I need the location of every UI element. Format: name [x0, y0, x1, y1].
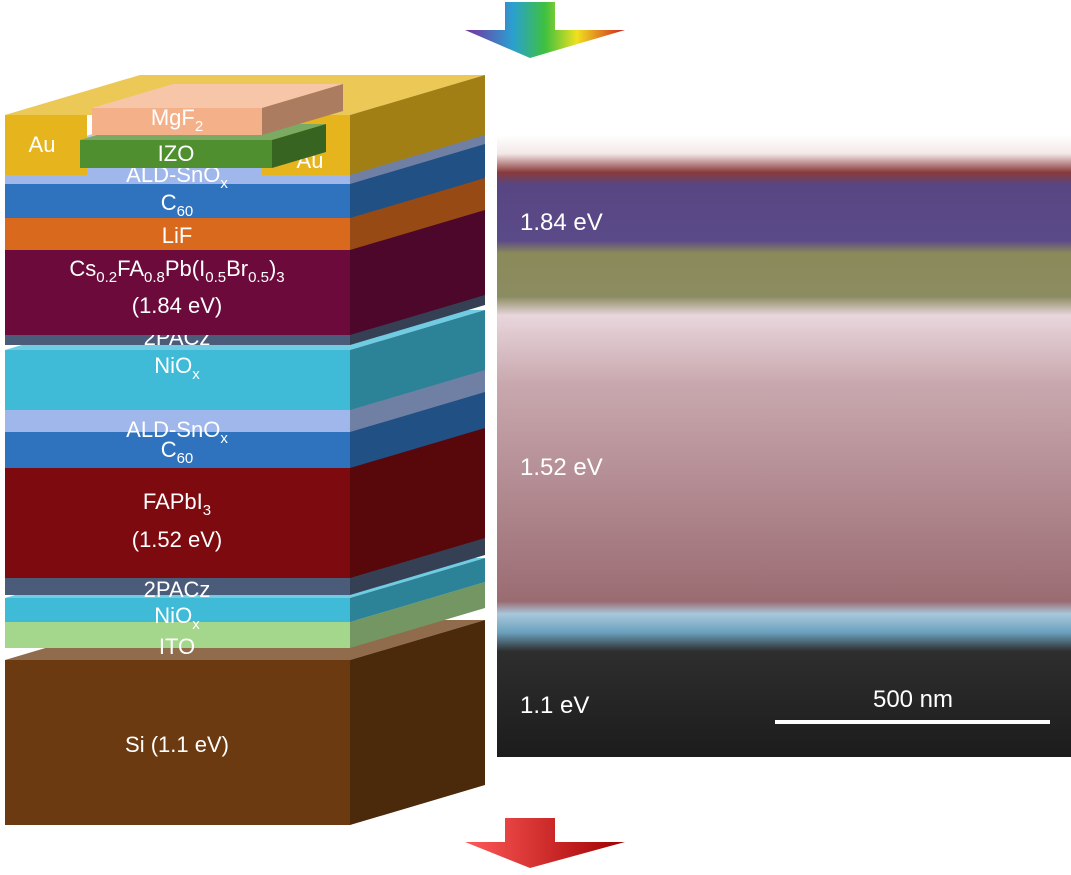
layer-label: ITO — [159, 634, 195, 659]
layer-side — [350, 142, 485, 218]
layer-side — [262, 84, 343, 135]
layer-label: Si (1.1 eV) — [125, 732, 229, 757]
label-part: 0.5 — [248, 269, 269, 286]
layer-side — [350, 75, 485, 175]
label-part: 60 — [177, 450, 194, 467]
layer-front — [5, 598, 350, 622]
layer-side — [350, 620, 485, 825]
layer-side — [350, 172, 485, 250]
scale-bar-label: 500 nm — [873, 686, 953, 713]
layer-front — [5, 622, 350, 648]
label-part: 0.8 — [144, 269, 165, 286]
label-part: 3 — [203, 502, 211, 519]
layer-front — [5, 182, 350, 218]
label-part: x — [220, 175, 228, 192]
sem-image: 500 nm 1.84 eV 1.52 eV 1.1 eV — [497, 135, 1071, 757]
layer: MgF2 — [92, 84, 343, 135]
layer-front — [5, 428, 350, 468]
layer-label: 2PACz — [144, 577, 211, 602]
label-part: C — [161, 190, 177, 215]
layer-top — [92, 84, 343, 108]
layer-label: (1.52 eV) — [132, 527, 223, 552]
layer-label: IZO — [158, 141, 195, 166]
layer-label: Cs0.2FA0.8Pb(I0.5Br0.5)3 — [69, 256, 284, 286]
layer-label: FAPbI3 — [143, 489, 211, 519]
label-part: 2 — [195, 118, 203, 135]
layer-side — [350, 388, 485, 468]
label-part: NiO — [154, 603, 192, 628]
label-part: FAPbI — [143, 489, 203, 514]
label-part: ITO — [159, 634, 195, 659]
label-part: Br — [226, 256, 248, 281]
layer-front — [5, 350, 350, 410]
label-part: ) — [269, 256, 276, 281]
band-gap-label: 1.52 eV — [520, 454, 603, 481]
label-part: MgF — [151, 105, 195, 130]
layer-front — [5, 240, 350, 335]
label-part: FA — [117, 256, 144, 281]
layer-front — [5, 212, 350, 250]
incident-light-arrow — [465, 2, 625, 58]
label-part: (1.52 eV) — [132, 527, 223, 552]
label-part: Cs — [69, 256, 96, 281]
label-part: 2PACz — [144, 577, 211, 602]
layer: Si (1.1 eV) — [5, 620, 485, 825]
layer-label: NiOx — [154, 353, 200, 383]
transmitted-light-arrow — [465, 818, 625, 868]
label-part: NiO — [154, 353, 192, 378]
band-gap-label: 1.84 eV — [520, 209, 603, 236]
layer-side — [350, 582, 485, 648]
layer-label: (1.84 eV) — [132, 293, 223, 318]
layer-label: MgF2 — [151, 105, 203, 135]
layer-label: ALD-SnOx — [126, 417, 228, 447]
layer-side — [350, 558, 485, 622]
layer-front — [5, 115, 87, 175]
label-part: x — [220, 430, 228, 447]
layer-label: C60 — [161, 437, 194, 467]
label-part: Au — [29, 132, 56, 157]
layer-side — [350, 368, 485, 432]
label-part: C — [161, 437, 177, 462]
layer-front — [5, 408, 350, 432]
layer-label: C60 — [161, 190, 194, 220]
layer-side — [350, 310, 485, 410]
layer-label: Au — [29, 132, 56, 157]
label-part: Pb(I — [165, 256, 205, 281]
layer-front — [5, 660, 350, 825]
label-part: (1.84 eV) — [132, 293, 223, 318]
label-part: 3 — [276, 269, 284, 286]
layer-front — [80, 140, 272, 168]
label-part: 0.5 — [205, 269, 226, 286]
label-part: x — [192, 366, 200, 383]
layer-label: LiF — [162, 223, 193, 248]
layer-side — [272, 124, 326, 168]
label-part: 0.2 — [96, 269, 117, 286]
label-part: LiF — [162, 223, 193, 248]
label-part: ALD-SnO — [126, 417, 220, 442]
label-part: 60 — [177, 203, 194, 220]
layer-front — [92, 108, 262, 135]
layer-label: NiOx — [154, 603, 200, 633]
label-part: x — [192, 616, 200, 633]
band-gap-label: 1.1 eV — [520, 692, 589, 719]
layer-front — [5, 458, 350, 578]
label-part: Si (1.1 eV) — [125, 732, 229, 757]
label-part: IZO — [158, 141, 195, 166]
sem-cross-section — [497, 135, 1071, 757]
